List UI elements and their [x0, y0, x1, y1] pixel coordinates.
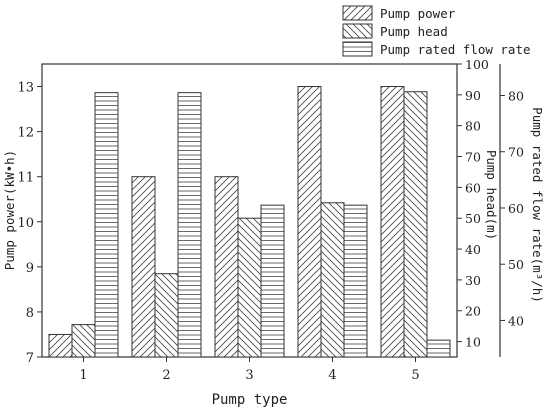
right1-tick-label: 100: [465, 57, 489, 72]
right2-tick-label: 50: [508, 257, 524, 272]
x-tick-label: 2: [162, 368, 170, 383]
bar-pump-head-3: [237, 217, 262, 358]
left-tick-label: 13: [17, 81, 34, 96]
legend-swatch: [342, 5, 373, 21]
left-tick-label: 7: [26, 351, 34, 366]
right2-tick-label: 70: [508, 145, 524, 160]
right1-tick-label: 20: [465, 304, 481, 319]
bar-pump-power-5: [380, 86, 405, 358]
bar-pump-power-3: [214, 176, 239, 358]
right1-tick-label: 30: [465, 273, 481, 288]
bar-pump-rated-flow-rate-1: [94, 92, 119, 358]
legend-label: Pump power: [380, 6, 456, 21]
right1-tick-label: 40: [465, 242, 481, 257]
legend-swatch: [342, 23, 373, 39]
x-axis-label: Pump type: [212, 392, 288, 408]
right1-tick-label: 80: [465, 119, 481, 134]
right2-tick-label: 60: [508, 201, 524, 216]
bar-pump-rated-flow-rate-5: [426, 339, 451, 358]
bar-pump-rated-flow-rate-3: [260, 204, 285, 358]
right1-tick-label: 60: [465, 180, 481, 195]
bar-pump-power-2: [131, 176, 156, 358]
right1-tick-label: 90: [465, 88, 481, 103]
right2-tick-label: 80: [508, 88, 524, 103]
right2-axis-label: Pump rated flow rate(m³/h): [530, 107, 545, 303]
x-tick-label: 3: [245, 368, 253, 383]
bar-pump-power-4: [297, 86, 322, 358]
right1-axis-label: Pump head(m): [484, 150, 499, 240]
left-axis-label: Pump power(kW•h): [2, 150, 17, 270]
bar-pump-head-5: [403, 91, 428, 358]
left-tick-label: 9: [26, 261, 34, 276]
right1-tick-label: 70: [465, 150, 481, 165]
bar-pump-rated-flow-rate-4: [343, 204, 368, 358]
left-tick-label: 10: [17, 216, 34, 231]
bar-pump-rated-flow-rate-2: [177, 92, 202, 358]
left-tick-label: 12: [17, 126, 34, 141]
left-tick-label: 8: [26, 306, 34, 321]
left-tick-label: 11: [17, 171, 34, 186]
bar-pump-head-2: [154, 273, 179, 358]
legend-label: Pump head: [380, 24, 448, 39]
right2-tick-label: 40: [508, 313, 524, 328]
bar-pump-head-4: [320, 202, 345, 358]
bar-pump-power-1: [48, 333, 73, 358]
legend-swatch: [342, 41, 373, 57]
legend-label: Pump rated flow rate: [380, 42, 531, 57]
right1-tick-label: 10: [465, 335, 481, 350]
bar-pump-head-1: [71, 324, 96, 358]
x-tick-label: 4: [328, 368, 336, 383]
right1-tick-label: 50: [465, 211, 481, 226]
x-tick-label: 1: [79, 368, 87, 383]
x-tick-label: 5: [411, 368, 419, 383]
